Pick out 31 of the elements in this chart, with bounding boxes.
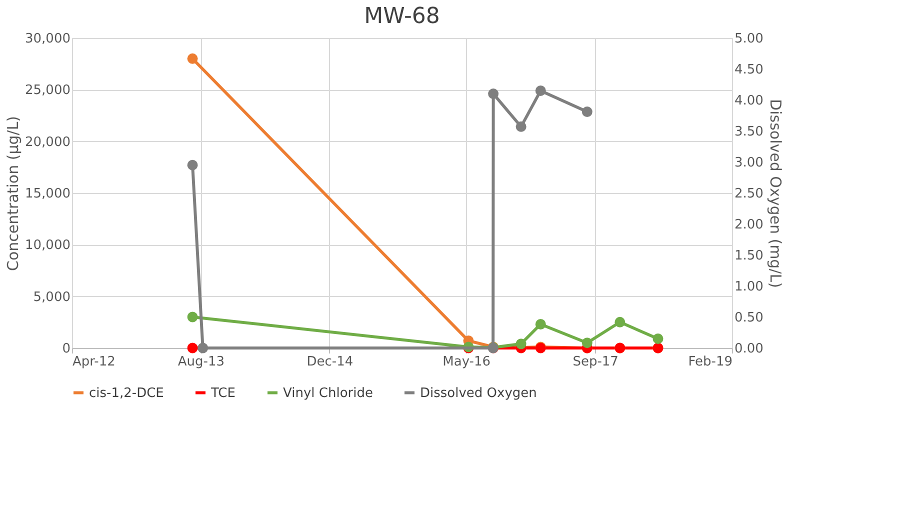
y-tick-label: 30,000 xyxy=(25,32,70,46)
y2-tick-label: 1.50 xyxy=(734,248,764,264)
y2-tick-label: 1.00 xyxy=(734,280,764,294)
x-tick-label: Aug-13 xyxy=(178,354,225,370)
y-tick-label: 10,000 xyxy=(25,238,70,254)
y-tick-label: 20,000 xyxy=(25,134,70,150)
y-tick-label: 15,000 xyxy=(25,186,70,202)
legend-label: TCE xyxy=(210,386,236,401)
y2-tick-label: 3.50 xyxy=(734,124,764,140)
y-tick-label: 5,000 xyxy=(33,290,70,305)
x-tick-label: Dec-14 xyxy=(306,354,354,370)
y2-tick-label: 3.00 xyxy=(734,156,764,170)
y2-tick-label: 4.50 xyxy=(734,62,764,78)
y-axis-title: Concentration (µg/L) xyxy=(4,116,22,272)
chart-title: MW-68 xyxy=(364,4,440,29)
x-tick-label: Apr-12 xyxy=(72,354,116,370)
legend-label: Vinyl Chloride xyxy=(283,386,373,401)
y-tick-label: 0 xyxy=(62,342,70,356)
y2-tick-label: 5.00 xyxy=(734,32,764,46)
x-tick-label: Feb-19 xyxy=(688,354,732,370)
y2-tick-label: 0.50 xyxy=(734,310,764,326)
y2-tick-label: 2.00 xyxy=(734,218,764,232)
legend-label: Dissolved Oxygen xyxy=(420,386,537,401)
y2-tick-label: 4.00 xyxy=(734,94,764,108)
y2-tick-label: 2.50 xyxy=(734,186,764,202)
y2-axis-title: Dissolved Oxygen (mg/L) xyxy=(766,99,784,288)
x-tick-label: May-16 xyxy=(442,354,491,370)
legend-label: cis-1,2-DCE xyxy=(89,386,164,401)
y2-tick-label: 0.00 xyxy=(734,342,764,356)
x-tick-label: Sep-17 xyxy=(572,354,618,370)
y-tick-label: 25,000 xyxy=(25,83,70,98)
